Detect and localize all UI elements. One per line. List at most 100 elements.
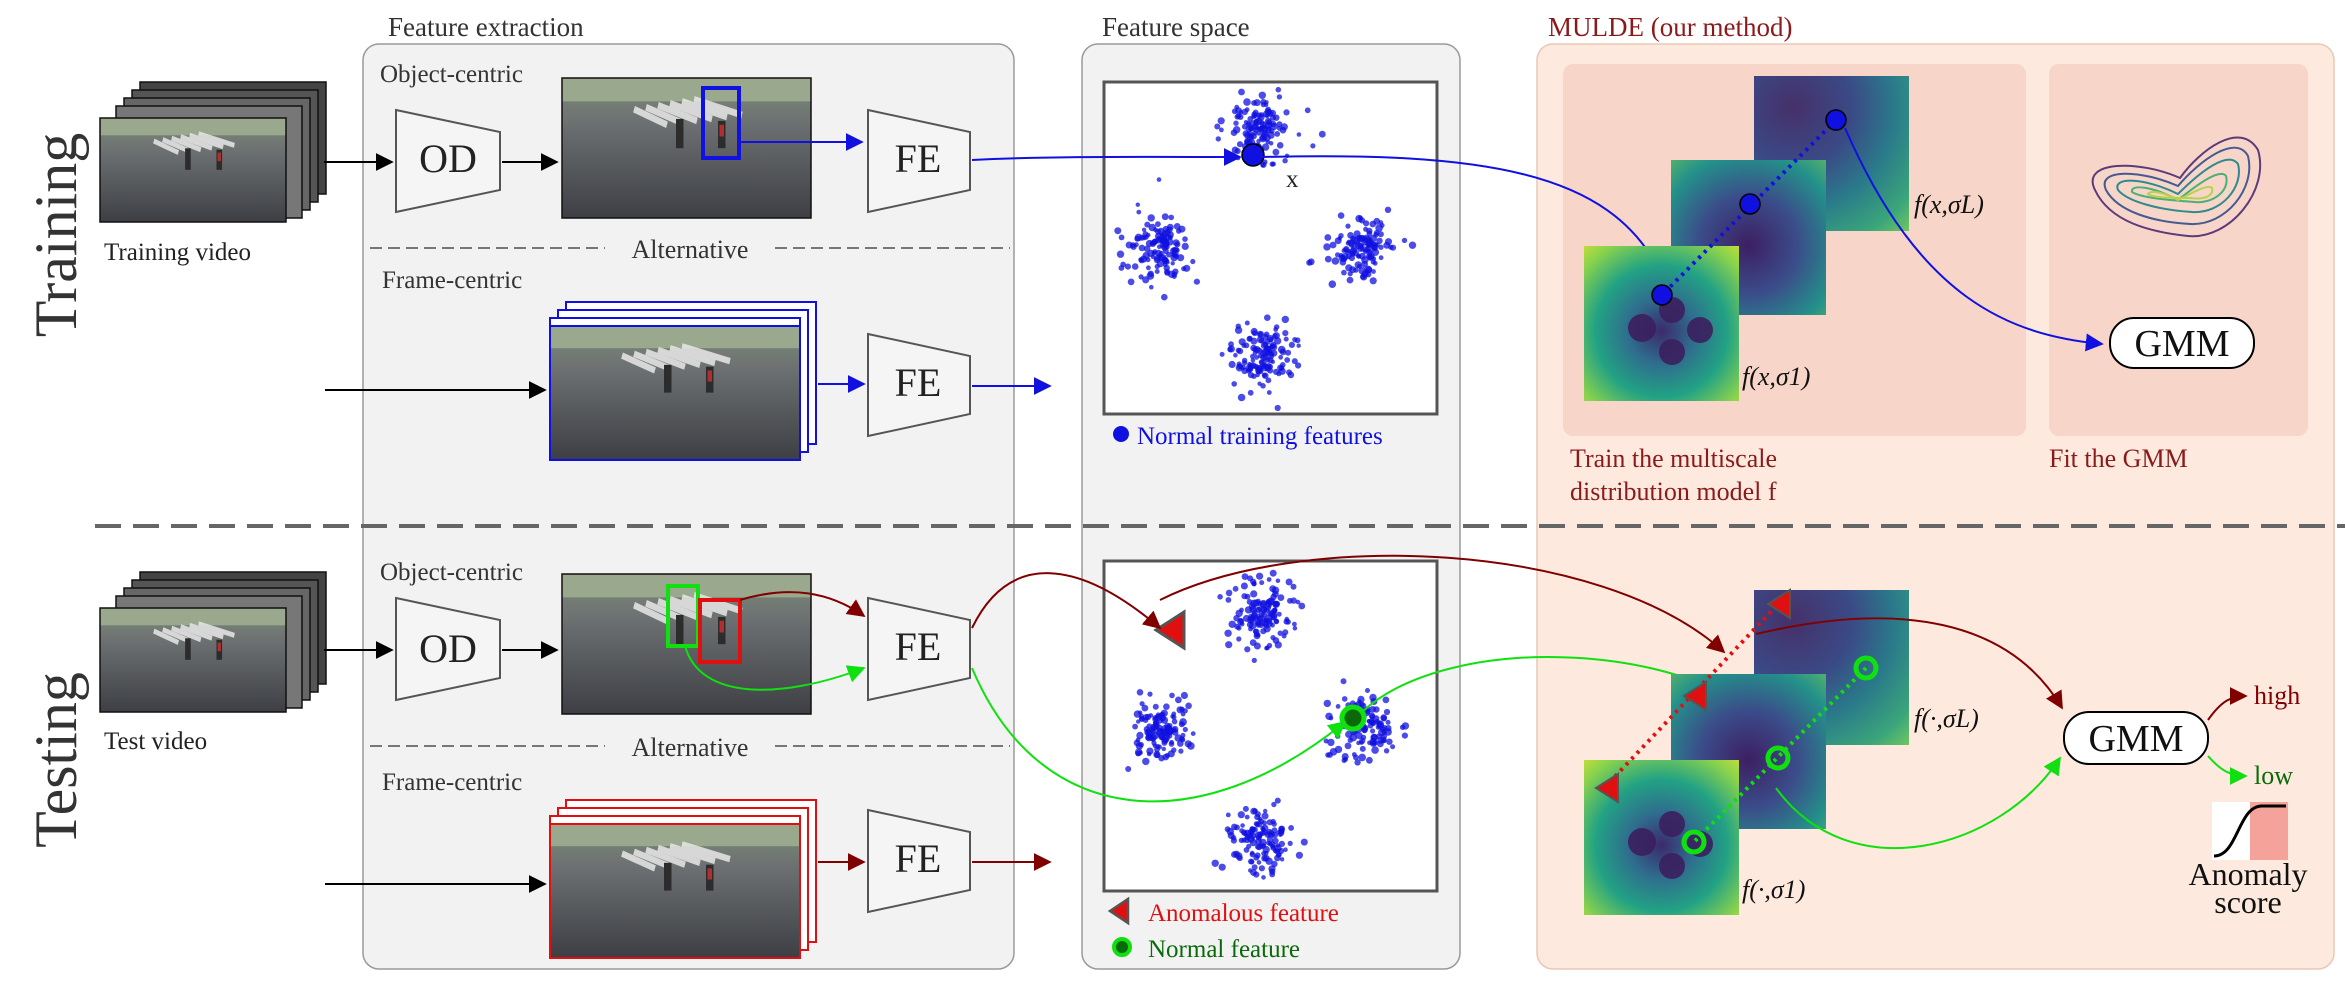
feature-scatter-dot <box>1256 336 1265 344</box>
feature-scatter-dot <box>1162 225 1170 233</box>
feature-scatter-dot <box>1233 120 1239 126</box>
feature-scatter-dot <box>1147 691 1153 697</box>
feature-scatter-dot <box>1225 589 1233 597</box>
feature-scatter-dot <box>1263 625 1271 633</box>
scale-point-mid-train <box>1739 193 1761 215</box>
anomalous-point-sigma-L <box>1766 588 1791 620</box>
feature-scatter-dot <box>1163 703 1170 710</box>
feature-scatter-dot <box>1158 755 1165 762</box>
feature-scatter-dot <box>1235 323 1242 329</box>
feature-scatter-dot <box>1231 146 1239 154</box>
feature-scatter-dot <box>1276 121 1283 128</box>
feature-scatter-dot <box>1163 241 1170 248</box>
feature-scatter-dot <box>1225 641 1233 649</box>
feature-scatter-dot <box>1234 824 1240 831</box>
feature-scatter-dot <box>1182 726 1188 733</box>
feature-scatter-dot <box>1175 696 1182 704</box>
feature-scatter-dot <box>1187 742 1195 750</box>
feature-scatter-dot <box>1276 611 1282 617</box>
feature-scatter-dot <box>1383 748 1390 754</box>
feature-scatter-dot <box>1265 377 1272 384</box>
feature-scatter-dot <box>1295 851 1303 859</box>
feature-scatter-dot <box>1249 859 1255 865</box>
feature-scatter-dot <box>1365 688 1370 693</box>
feature-scatter-dot <box>1258 865 1265 872</box>
feature-scatter-dot <box>1168 214 1174 221</box>
feature-scatter-dot <box>1378 244 1384 250</box>
fit-gmm-panel <box>2049 64 2308 436</box>
feature-scatter-dot <box>1156 177 1162 182</box>
feature-scatter-dot <box>1146 265 1151 271</box>
feature-scatter-dot <box>1174 254 1180 259</box>
feature-scatter-dot <box>1292 626 1298 631</box>
row-label-training: Training <box>23 133 89 338</box>
feature-scatter-dot <box>1357 263 1362 269</box>
feature-scatter-dot <box>1181 242 1189 250</box>
feature-scatter-dot <box>1270 349 1278 357</box>
low-score-label: low <box>2254 761 2293 790</box>
feature-scatter-dot <box>1259 599 1268 608</box>
density-blobs-train <box>1628 297 1713 365</box>
label-sigma-L-train: f(x,σL) <box>1914 190 1984 219</box>
feature-scatter-dot <box>1238 837 1245 843</box>
feature-scatter-dot <box>1118 234 1125 241</box>
feature-scatter-dot <box>1255 811 1261 817</box>
feature-scatter-dot <box>1368 712 1376 719</box>
feature-scatter-dot <box>1247 335 1253 342</box>
feature-scatter-dot <box>1288 825 1294 831</box>
feature-scatter-dot <box>1242 130 1250 137</box>
feature-scatter-dot <box>1154 232 1162 240</box>
feature-point-x <box>1241 143 1265 167</box>
feature-scatter-dot <box>1349 266 1357 274</box>
feature-scatter-dot <box>1361 270 1369 278</box>
feature-scatter-dot <box>1267 832 1274 838</box>
feature-scatter-dot <box>1264 314 1271 322</box>
row-label-testing: Testing <box>23 672 89 848</box>
feature-scatter-dot <box>1120 261 1126 268</box>
feature-scatter-dot <box>1249 639 1257 646</box>
feature-scatter-dot <box>1266 819 1273 826</box>
feature-scatter-dot <box>1252 346 1258 353</box>
feature-scatter-dot <box>1281 315 1290 324</box>
feature-scatter-dot <box>1136 209 1142 215</box>
feature-scatter-dot <box>1141 227 1147 232</box>
feature-scatter-dot <box>1358 701 1365 708</box>
feature-scatter-dot <box>1274 844 1282 852</box>
feature-scatter-dot <box>1363 220 1370 227</box>
feature-scatter-dot <box>1148 733 1154 739</box>
feature-scatter-dot <box>1264 113 1270 119</box>
feature-scatter-dot <box>1250 578 1257 585</box>
feature-scatter-dot <box>1247 372 1255 379</box>
feature-scatter-dot <box>1230 129 1238 136</box>
feature-scatter-dot <box>1230 837 1237 844</box>
arrow-anomalous-to-model <box>1159 554 1726 654</box>
feature-scatter-dot <box>1265 599 1271 604</box>
feature-scatter-dot <box>1370 728 1376 734</box>
feature-scatter-dot <box>1225 812 1231 818</box>
feature-scatter-dot <box>1341 696 1348 702</box>
feature-scatter-dot <box>1274 797 1281 804</box>
feature-scatter-dot <box>1298 602 1306 610</box>
object-centric-frame-test <box>562 574 811 714</box>
feature-scatter-dot <box>1131 263 1139 270</box>
feature-scatter-dot <box>1277 630 1283 636</box>
feature-scatter-dot <box>1149 284 1154 290</box>
feature-scatter-dot <box>1236 636 1242 642</box>
feature-scatter-dot <box>1253 127 1259 133</box>
feature-scatter-dot <box>1252 628 1259 635</box>
feature-scatter-dot <box>1257 127 1264 133</box>
feature-scatter-dot <box>1224 629 1232 637</box>
feature-scatter-dot <box>1294 337 1301 344</box>
feature-scatter-dot <box>1253 871 1260 878</box>
feature-scatter-dot <box>1141 235 1147 241</box>
feature-scatter-dot <box>1287 597 1293 604</box>
feature-scatter-dot <box>1157 253 1165 262</box>
feature-scatter-dot <box>1278 840 1285 848</box>
feature-scatter-dot <box>1247 389 1254 396</box>
feature-scatter-dot <box>1142 276 1150 284</box>
feature-scatter-dot <box>1261 812 1269 820</box>
feature-scatter-dot <box>1338 233 1344 239</box>
feature-scatter-dot <box>1235 609 1243 617</box>
feature-scatter-dot <box>1274 618 1279 624</box>
